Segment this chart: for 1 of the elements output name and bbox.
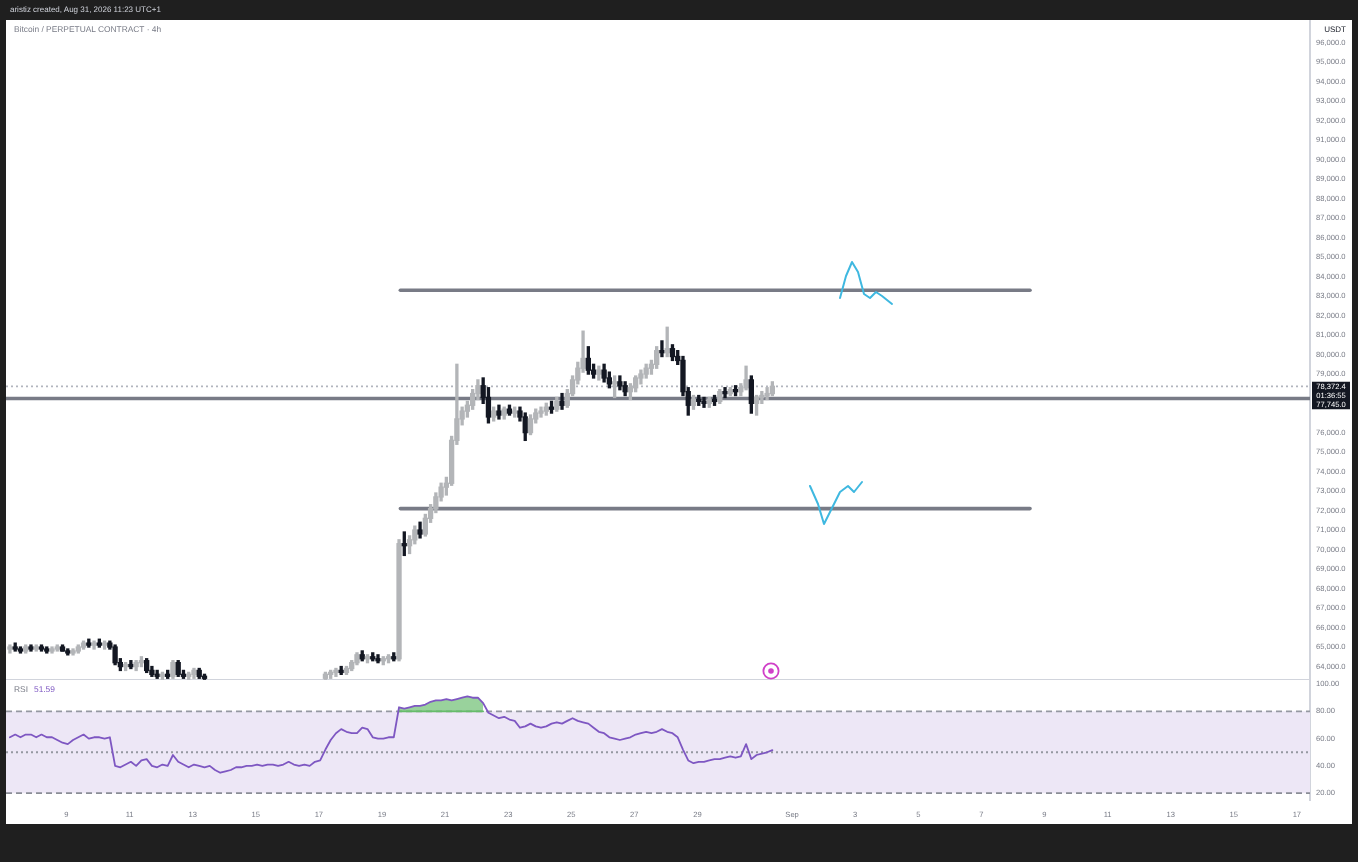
candlestick [659,340,665,358]
